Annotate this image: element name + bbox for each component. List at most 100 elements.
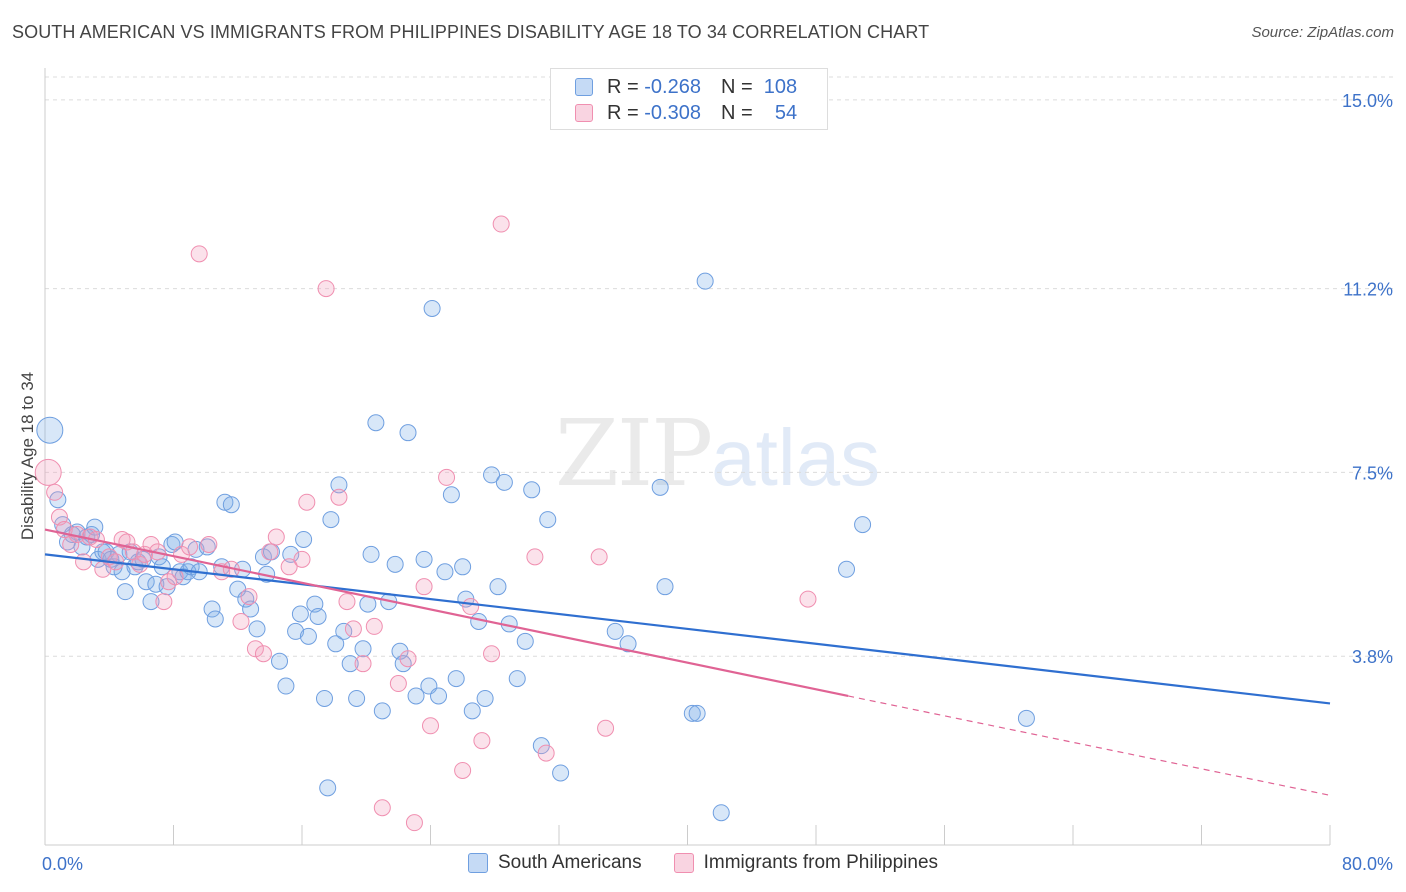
point-philippines — [590, 548, 608, 566]
point-south-americans — [508, 670, 526, 688]
legend-n-value: 54 — [774, 101, 798, 124]
point-south-americans — [116, 583, 134, 601]
point-south-americans — [539, 511, 557, 529]
point-south-americans — [447, 670, 465, 688]
point-philippines — [405, 814, 423, 832]
point-philippines — [200, 535, 218, 553]
point-south-americans — [277, 677, 295, 695]
point-south-americans — [407, 687, 425, 705]
point-philippines — [293, 550, 311, 568]
chart-title: SOUTH AMERICAN VS IMMIGRANTS FROM PHILIP… — [12, 22, 930, 42]
point-south-americans — [282, 545, 300, 563]
point-south-americans — [271, 652, 289, 670]
point-south-americans — [291, 605, 309, 623]
point-south-americans — [442, 486, 460, 504]
point-south-americans — [712, 804, 730, 822]
point-philippines — [46, 483, 64, 501]
point-south-americans — [242, 600, 260, 618]
point-philippines — [246, 640, 264, 658]
point-south-americans — [319, 779, 337, 797]
legend-label-south-americans: South Americans — [497, 852, 642, 873]
y-tick-label: 11.2% — [1343, 280, 1393, 300]
point-philippines — [365, 617, 383, 635]
point-south-americans — [287, 622, 305, 640]
point-south-americans — [489, 578, 507, 596]
point-philippines — [317, 280, 335, 298]
point-philippines — [280, 558, 298, 576]
point-philippines — [155, 593, 173, 611]
point-philippines — [462, 598, 480, 616]
legend-swatch-blue — [575, 78, 593, 96]
point-south-americans — [348, 689, 366, 707]
point-south-americans — [838, 560, 856, 578]
point-philippines — [399, 650, 417, 668]
point-philippines — [181, 538, 199, 556]
point-philippines — [483, 645, 501, 663]
point-south-americans — [399, 424, 417, 442]
point-philippines — [389, 675, 407, 693]
legend-item-south-americans[interactable]: South Americans — [467, 852, 642, 874]
point-south-americans — [367, 414, 385, 432]
point-philippines — [190, 245, 208, 263]
legend-r-value: -0.268 — [644, 75, 701, 98]
point-philippines — [537, 744, 555, 762]
trend-line-philippines-extension — [848, 695, 1331, 796]
point-south-americans — [415, 550, 433, 568]
point-south-americans — [341, 655, 359, 673]
point-south-americans — [373, 702, 391, 720]
point-philippines — [75, 553, 93, 571]
point-philippines — [330, 488, 348, 506]
point-south-americans — [606, 622, 624, 640]
legend-row-south-americans: R = -0.268 N = 108 — [575, 75, 797, 99]
point-philippines — [344, 620, 362, 638]
point-philippines — [338, 593, 356, 611]
point-philippines — [267, 528, 285, 546]
point-philippines — [473, 732, 491, 750]
watermark-atlas: atlas — [711, 413, 881, 502]
y-tick-label: 7.5% — [1352, 463, 1393, 483]
point-south-americans — [386, 555, 404, 573]
point-south-americans — [137, 573, 155, 591]
legend-n-value: 108 — [763, 75, 798, 98]
legend-item-philippines[interactable]: Immigrants from Philippines — [673, 852, 938, 874]
point-south-americans — [619, 635, 637, 653]
legend-swatch-blue — [467, 853, 488, 873]
point-philippines — [799, 590, 817, 608]
point-south-americans — [423, 299, 441, 317]
x-tick-label: 0.0% — [42, 854, 83, 874]
x-tick-label: 80.0% — [1342, 854, 1393, 874]
point-south-americans — [198, 538, 216, 556]
point-south-americans — [463, 702, 481, 720]
point-philippines — [438, 468, 456, 486]
legend-n-label: N = — [720, 75, 753, 98]
point-south-americans — [854, 516, 872, 534]
point-south-americans — [436, 563, 454, 581]
point-philippines — [415, 578, 433, 596]
point-south-americans — [147, 575, 165, 593]
point-philippines — [492, 215, 510, 233]
point-philippines — [254, 645, 272, 663]
point-south-americans — [683, 704, 701, 722]
source-label: Source: ZipAtlas.com — [1251, 24, 1394, 41]
point-south-americans — [483, 466, 501, 484]
watermark: ZIPatlas — [555, 400, 880, 507]
point-philippines — [354, 655, 372, 673]
point-south-americans — [495, 473, 513, 491]
legend-r-label: R = — [607, 101, 639, 124]
point-south-americans — [523, 481, 541, 499]
legend-swatch-pink — [673, 853, 694, 873]
point-south-americans — [335, 622, 353, 640]
y-axis-label: Disability Age 18 to 34 — [18, 371, 37, 541]
point-south-americans — [354, 640, 372, 658]
watermark-zip: ZIP — [555, 400, 713, 507]
point-south-americans — [206, 610, 224, 628]
point-philippines — [113, 530, 131, 548]
series-legend: South Americans Immigrants from Philippi… — [0, 852, 1406, 874]
point-south-americans — [330, 476, 348, 494]
point-south-americans — [142, 593, 160, 611]
point-south-americans — [222, 496, 240, 514]
point-philippines — [240, 588, 258, 606]
point-philippines — [62, 535, 80, 553]
point-philippines — [526, 548, 544, 566]
